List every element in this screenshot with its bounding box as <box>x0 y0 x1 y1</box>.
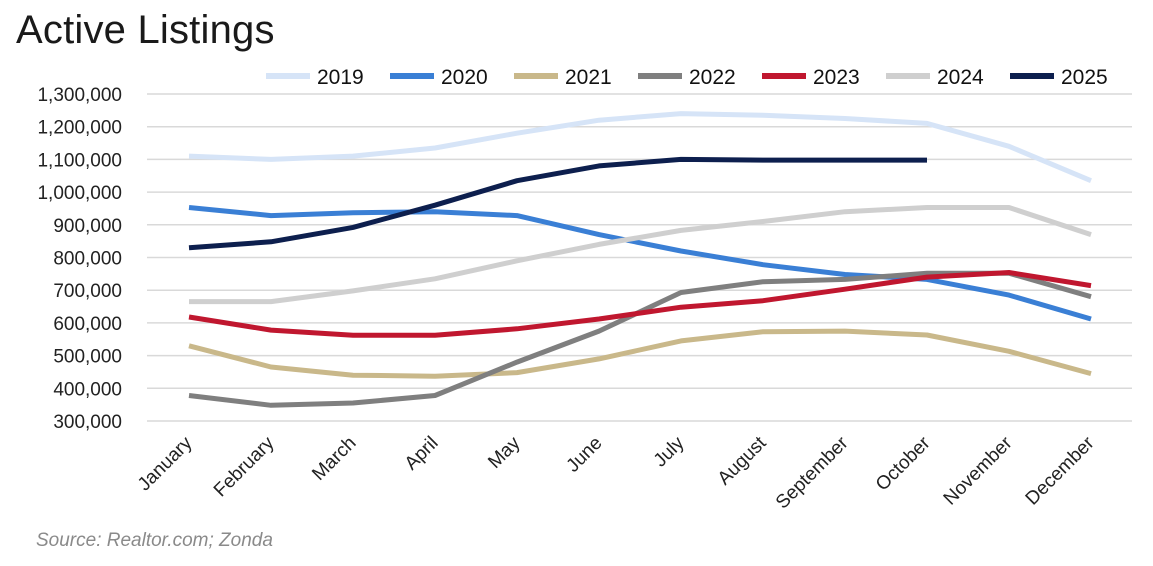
legend-label: 2020 <box>441 66 488 89</box>
legend-item-2020: 2020 <box>390 66 488 89</box>
y-tick-label: 1,300,000 <box>37 85 122 106</box>
legend-label: 2024 <box>937 66 984 89</box>
y-tick-label: 400,000 <box>53 379 122 400</box>
series-2023 <box>188 270 1092 338</box>
series-2021 <box>188 328 1092 379</box>
legend-item-2025: 2025 <box>1010 66 1108 89</box>
legend-label: 2021 <box>565 66 612 89</box>
legend-label: 2019 <box>317 66 364 89</box>
legend-item-2019: 2019 <box>266 66 364 89</box>
legend-label: 2025 <box>1061 66 1108 89</box>
legend-item-2022: 2022 <box>638 66 736 89</box>
legend-item-2024: 2024 <box>886 66 984 89</box>
legend-label: 2023 <box>813 66 860 89</box>
source-note: Source: Realtor.com; Zonda <box>36 530 273 551</box>
x-tick-label: December <box>1022 432 1099 509</box>
legend-item-2021: 2021 <box>514 66 612 89</box>
series-line-2023 <box>188 270 1092 338</box>
series-line-2025 <box>188 156 927 251</box>
x-tick-label: January <box>134 432 197 495</box>
y-axis-ticks: 300,000 400,000 500,000 600,000 700,000 800,0… <box>37 85 122 433</box>
x-tick-label: August <box>714 432 771 489</box>
legend-label: 2022 <box>689 66 736 89</box>
legend: 2019 2020 2021 2022 2023 2024 2025 <box>266 66 1108 89</box>
legend-item-2023: 2023 <box>762 66 860 89</box>
y-tick-label: 900,000 <box>53 216 122 237</box>
x-tick-label: June <box>563 433 607 477</box>
x-tick-label: May <box>484 432 525 473</box>
y-tick-label: 600,000 <box>53 314 122 335</box>
x-tick-label: July <box>650 432 689 471</box>
series-lines <box>188 111 1092 408</box>
x-tick-label: February <box>210 432 279 501</box>
x-tick-label: October <box>872 432 935 495</box>
series-line-2020 <box>188 205 1092 322</box>
series-line-2021 <box>188 328 1092 379</box>
x-tick-label: November <box>940 432 1017 509</box>
chart-title: Active Listings <box>16 8 275 52</box>
y-tick-label: 1,000,000 <box>37 183 122 204</box>
x-tick-label: September <box>772 432 853 513</box>
series-2024 <box>188 205 1092 305</box>
series-2019 <box>188 111 1092 184</box>
y-tick-label: 1,200,000 <box>37 118 122 139</box>
gridlines <box>147 93 1132 422</box>
y-tick-label: 500,000 <box>53 347 122 368</box>
y-tick-label: 1,100,000 <box>37 150 122 171</box>
y-tick-label: 300,000 <box>53 412 122 433</box>
series-line-2024 <box>189 205 1092 305</box>
y-tick-label: 800,000 <box>53 249 122 270</box>
x-axis-ticks: January February March April May June July Augu… <box>134 432 1099 513</box>
x-tick-label: April <box>401 433 443 475</box>
x-tick-label: March <box>308 433 360 485</box>
y-tick-label: 700,000 <box>53 281 122 302</box>
series-2025 <box>188 156 928 251</box>
series-line-2019 <box>188 111 1092 184</box>
